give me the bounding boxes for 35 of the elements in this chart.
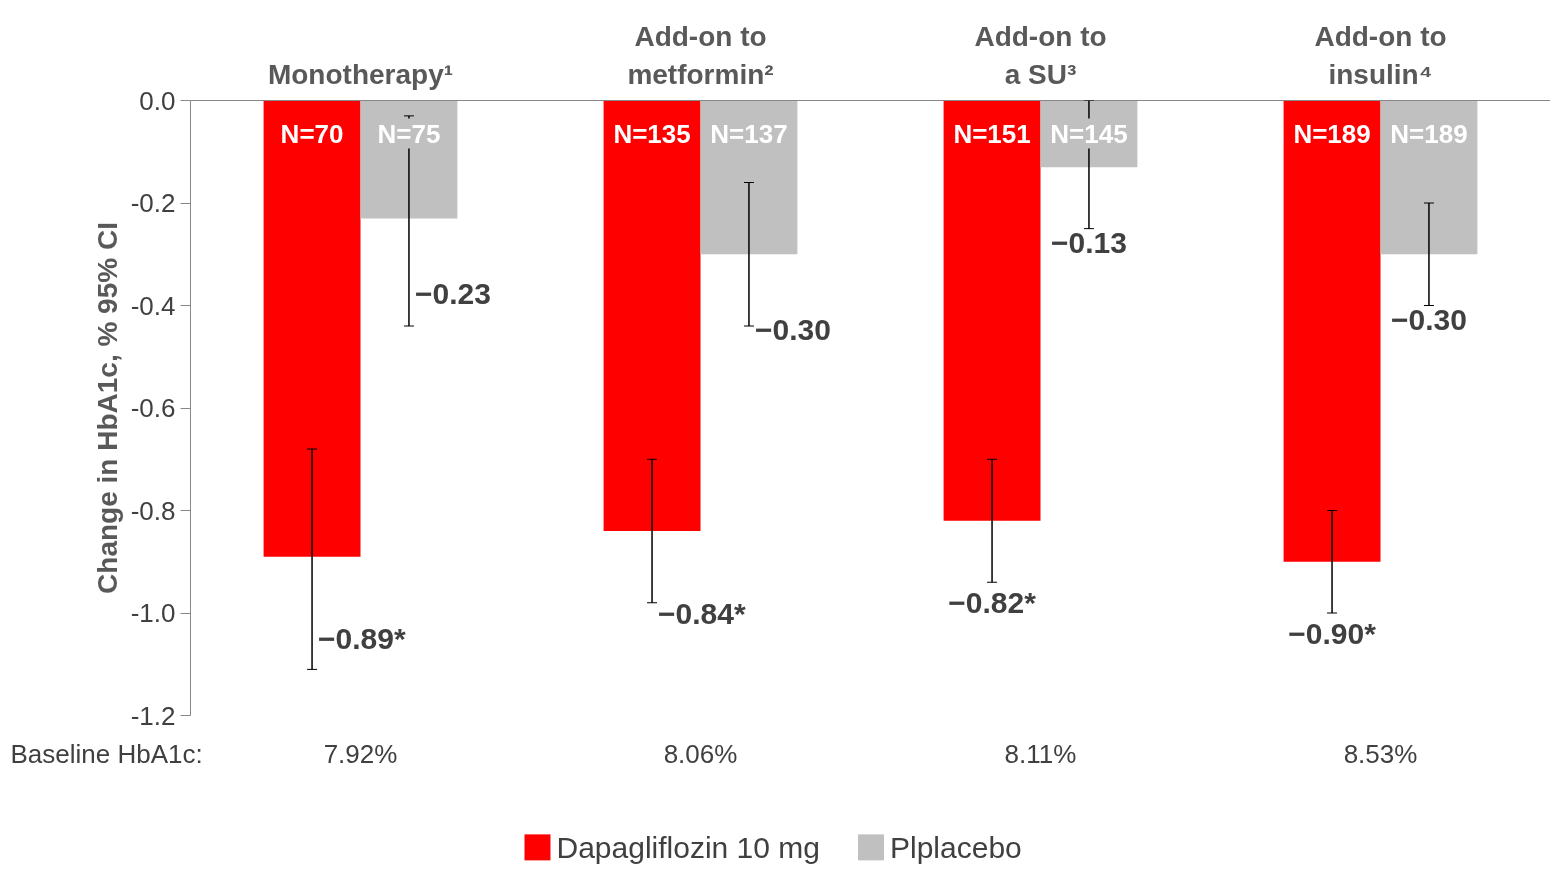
data-label: −0.23 — [414, 276, 491, 310]
annotation: N=70 — [280, 118, 344, 149]
text: Baseline HbA1c: — [10, 738, 203, 769]
x-tick-label: Add-on to metformin² — [627, 21, 774, 90]
data-label: −0.90* — [1288, 617, 1377, 650]
data-label: −0.84* — [658, 596, 746, 630]
y-tick-label: -0.6 — [130, 393, 176, 423]
text: 8.53% — [1343, 738, 1418, 769]
y-tick-label: -1.0 — [130, 598, 176, 628]
text: 8.06% — [663, 738, 738, 769]
data-label: −0.30 — [1391, 302, 1467, 336]
text: 7.92% — [323, 738, 398, 769]
y-tick-label: 0.0 — [139, 85, 176, 116]
data-label: −0.30 — [754, 312, 831, 346]
text: 8.11% — [1004, 738, 1077, 769]
y-tick-label: -0.2 — [130, 188, 176, 218]
legend-label: Dapagliflozin 10 mg — [556, 830, 820, 864]
annotation: N=189 — [1293, 118, 1371, 149]
x-tick-label: Monotherapy¹ — [267, 58, 454, 90]
annotation: N=135 — [613, 118, 691, 149]
data-label: −0.82* — [948, 586, 1037, 620]
y-tick-label: -0.4 — [130, 290, 176, 321]
annotation: N=151 — [953, 118, 1031, 149]
y-tick-label: -0.8 — [130, 495, 176, 526]
data-label: −0.13 — [1051, 225, 1127, 259]
annotation: N=145 — [1050, 118, 1128, 149]
annotation: N=189 — [1390, 118, 1468, 149]
legend-label: Plplacebo — [890, 830, 1022, 864]
y-axis-title: Change in HbA1c, % 95% CI — [91, 222, 123, 594]
data-label: −0.89* — [318, 622, 406, 656]
x-tick-label: Add-on to a SU³ — [974, 21, 1107, 90]
annotation: N=137 — [710, 118, 788, 149]
x-tick-label: Add-on to insulin⁴ — [1314, 21, 1447, 90]
y-tick-label: -1.2 — [130, 700, 176, 731]
annotation: N=75 — [377, 118, 441, 149]
